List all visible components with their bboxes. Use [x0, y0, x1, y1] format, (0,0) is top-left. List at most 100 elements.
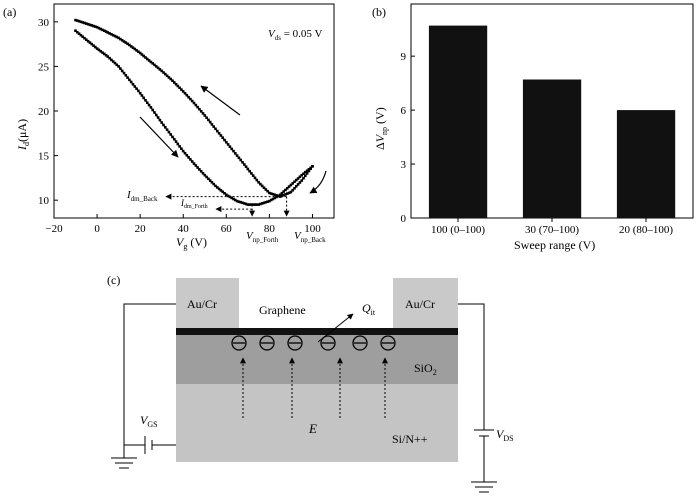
panel-a-point — [138, 91, 142, 95]
panel-a-point — [120, 39, 124, 42]
panel-a-x-tick-label: 100 — [304, 223, 321, 235]
panel-a-point — [260, 184, 264, 188]
panel-a-point — [271, 197, 275, 201]
panel-a-y-tick-label: 30 — [38, 17, 50, 29]
si-substrate — [176, 384, 458, 462]
panel-a-point — [137, 89, 140, 93]
panel-a-point — [103, 29, 106, 32]
panel-a-point — [97, 48, 101, 52]
panel-a-point — [86, 39, 90, 43]
panel-a-point — [101, 28, 104, 32]
vds-circuit — [458, 303, 497, 493]
panel-a-point — [162, 123, 165, 127]
panel-a-point — [198, 168, 201, 171]
panel-a-point — [88, 41, 92, 44]
panel-a-y-tick-label: 20 — [38, 106, 50, 118]
panel-a-point — [90, 42, 93, 46]
panel-a-point — [94, 45, 97, 49]
panel-a-point — [237, 200, 241, 203]
right-electrode — [393, 278, 458, 328]
panel-a-point — [287, 191, 291, 195]
panel-a-point — [95, 47, 99, 50]
panel-a-point — [300, 179, 303, 182]
panel-a-point — [291, 188, 294, 192]
panel-a-x-tick-label: 60 — [221, 223, 233, 235]
panel-a-point — [280, 191, 284, 195]
panel-a-point — [192, 162, 196, 165]
panel-a-point — [226, 143, 230, 146]
panel-a-point — [235, 154, 239, 157]
panel-a-point — [178, 145, 181, 148]
panel-a-point — [248, 169, 251, 173]
panel-a-point — [83, 21, 86, 25]
panel-a-y-tick-label: 10 — [38, 195, 50, 207]
panel-a-point — [101, 51, 104, 54]
panel-a-point — [140, 53, 144, 56]
panel-a-point — [221, 136, 224, 139]
panel-a-point — [180, 88, 183, 91]
panel-a-x-tick-label: 0 — [94, 223, 100, 235]
panel-a-point — [94, 25, 97, 28]
panel-a-point — [144, 99, 147, 102]
panel-a-point — [167, 130, 171, 134]
qit-label: Qit — [362, 301, 376, 317]
panel-a-point — [223, 138, 226, 142]
panel-a-point — [189, 97, 192, 101]
panel-a-point — [126, 42, 129, 46]
panel-a-point — [162, 71, 165, 74]
right-electrode-label: Au/Cr — [405, 297, 435, 311]
panel-a-point — [99, 50, 102, 53]
panel-a-point — [217, 132, 221, 135]
panel-a-point — [158, 68, 162, 71]
panel-a-point — [117, 36, 120, 40]
panel-a-point — [262, 186, 266, 189]
panel-a-point — [124, 41, 128, 44]
panel-b-y-tick-label: 3 — [401, 159, 407, 171]
panel-a-point — [307, 168, 311, 171]
panel-a-point — [196, 105, 199, 109]
panel-a-point — [124, 74, 128, 77]
panel-a-x-tick-label: −20 — [45, 223, 63, 235]
panel-a-point — [106, 55, 110, 58]
panel-a-point — [129, 45, 133, 48]
charge-1 — [231, 335, 247, 351]
panel-a-point — [164, 72, 167, 76]
panel-a-point — [273, 193, 277, 197]
graphene-label: Graphene — [259, 303, 306, 317]
panel-a-point — [153, 111, 156, 114]
panel-a-point — [108, 32, 111, 35]
trapped-charges — [231, 335, 396, 351]
panel-a-label: (a) — [3, 5, 16, 19]
panel-a-point — [147, 59, 151, 62]
panel-a-point — [199, 110, 203, 113]
panel-a-point — [194, 103, 198, 107]
panel-a-point — [119, 37, 122, 41]
panel-a-point — [302, 172, 305, 175]
panel-a: (a) −20 0 20 40 60 80 100 10 15 20 25 30 Vg (V) Id… — [3, 3, 335, 251]
backward-sweep-arrow — [200, 85, 241, 116]
panel-a-y-ticks: 10 15 20 25 30 — [38, 17, 58, 207]
panel-a-point — [282, 193, 285, 197]
panel-a-point — [180, 147, 183, 150]
panel-a-point — [251, 203, 255, 206]
panel-a-point — [128, 43, 131, 47]
charge-5 — [352, 335, 368, 351]
sio2-label: SiO2 — [414, 361, 437, 377]
panel-a-point — [219, 189, 223, 192]
panel-a-point — [115, 63, 119, 67]
panel-a-point — [77, 32, 81, 35]
panel-a-point — [232, 197, 235, 201]
panel-a-point — [257, 181, 260, 184]
panel-a-point — [278, 193, 282, 197]
panel-a-x-ticks: −20 0 20 40 60 80 100 — [45, 214, 321, 235]
panel-a-point — [234, 198, 237, 202]
forward-sweep-arrow — [139, 116, 179, 158]
panel-a-point — [255, 178, 259, 182]
panel-a-point — [284, 188, 287, 192]
panel-b-y-label: ΔVnp (V) — [373, 107, 389, 150]
panel-b-bar — [522, 79, 582, 218]
panel-a-point — [212, 125, 215, 128]
panel-a-point — [241, 161, 244, 164]
panel-a-point — [115, 35, 119, 39]
